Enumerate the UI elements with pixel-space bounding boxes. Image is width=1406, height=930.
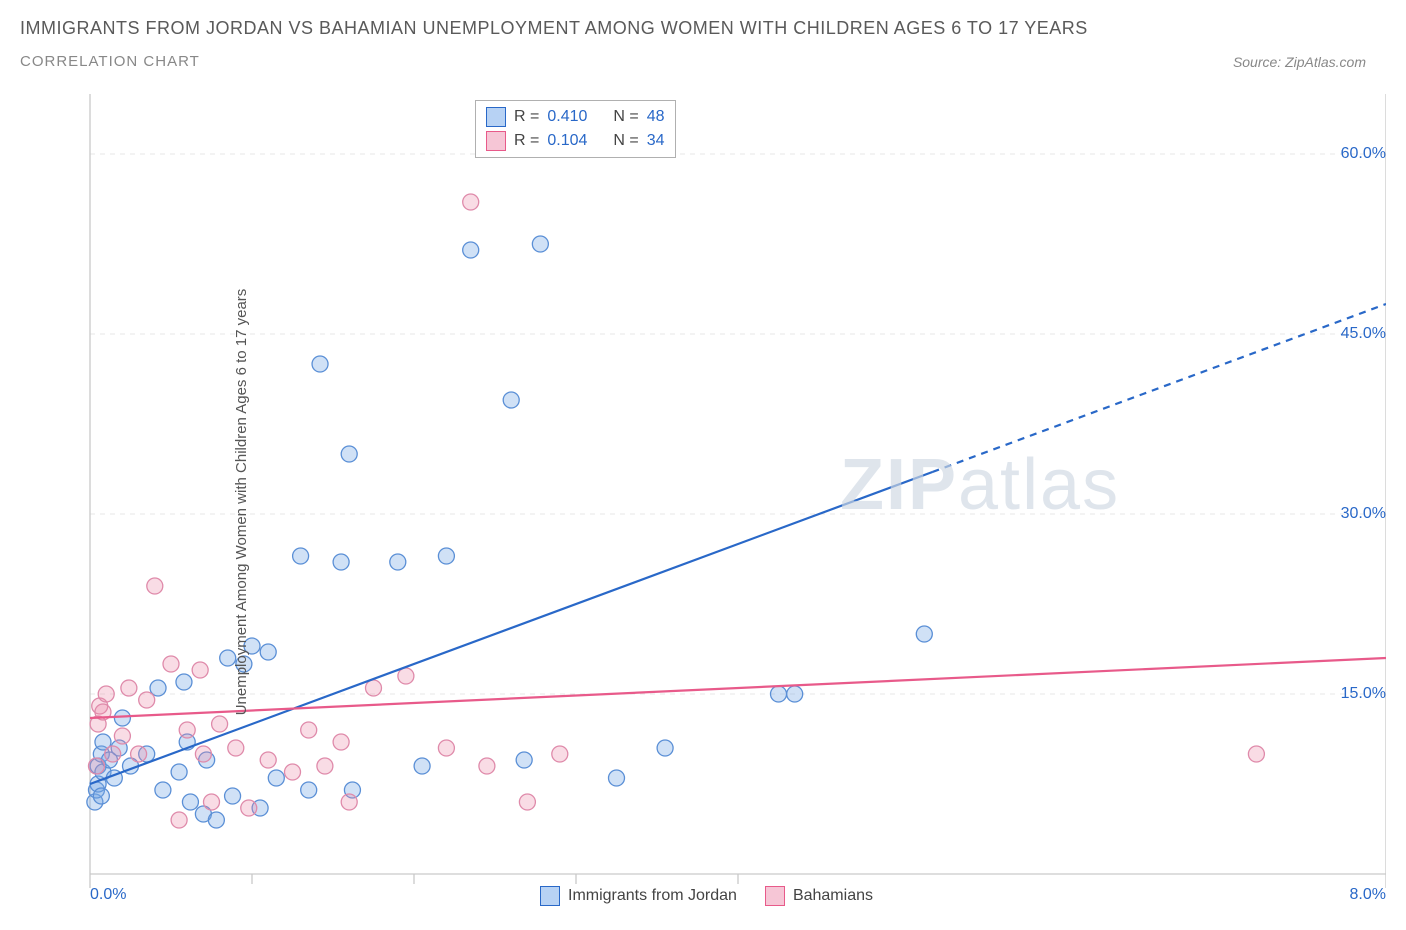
y-axis-label: Unemployment Among Women with Children A… bbox=[233, 289, 250, 716]
y-tick: 30.0% bbox=[1341, 505, 1386, 523]
correlation-legend: R = 0.410 N = 48 R = 0.104 N = 34 bbox=[475, 100, 676, 158]
legend-n-label: N = bbox=[613, 132, 638, 150]
legend-n-value: 48 bbox=[647, 108, 665, 126]
legend-n-label: N = bbox=[613, 108, 638, 126]
legend-r-label: R = bbox=[514, 108, 539, 126]
legend-row: R = 0.104 N = 34 bbox=[486, 129, 665, 153]
legend-r-label: R = bbox=[514, 132, 539, 150]
x-tick: 8.0% bbox=[1350, 886, 1386, 904]
title-area: IMMIGRANTS FROM JORDAN VS BAHAMIAN UNEMP… bbox=[0, 0, 1406, 74]
y-tick: 45.0% bbox=[1341, 325, 1386, 343]
legend-n-value: 34 bbox=[647, 132, 665, 150]
y-tick: 15.0% bbox=[1341, 685, 1386, 703]
legend-r-value: 0.410 bbox=[547, 108, 587, 126]
series-legend-item: Immigrants from Jordan bbox=[540, 886, 737, 906]
subtitle-row: CORRELATION CHART Source: ZipAtlas.com bbox=[20, 53, 1386, 70]
y-tick: 60.0% bbox=[1341, 145, 1386, 163]
series-name: Immigrants from Jordan bbox=[568, 887, 737, 905]
chart-container: Unemployment Among Women with Children A… bbox=[20, 94, 1386, 910]
chart-subtitle: CORRELATION CHART bbox=[20, 53, 200, 70]
legend-swatch bbox=[486, 107, 506, 127]
x-tick: 0.0% bbox=[90, 886, 126, 904]
legend-row: R = 0.410 N = 48 bbox=[486, 105, 665, 129]
scatter-chart bbox=[20, 94, 1386, 910]
series-legend-item: Bahamians bbox=[765, 886, 873, 906]
chart-title: IMMIGRANTS FROM JORDAN VS BAHAMIAN UNEMP… bbox=[20, 18, 1386, 39]
legend-swatch bbox=[765, 886, 785, 906]
legend-swatch bbox=[540, 886, 560, 906]
legend-r-value: 0.104 bbox=[547, 132, 587, 150]
source-label: Source: ZipAtlas.com bbox=[1233, 54, 1366, 70]
legend-swatch bbox=[486, 131, 506, 151]
series-name: Bahamians bbox=[793, 887, 873, 905]
series-legend: Immigrants from Jordan Bahamians bbox=[540, 886, 873, 906]
